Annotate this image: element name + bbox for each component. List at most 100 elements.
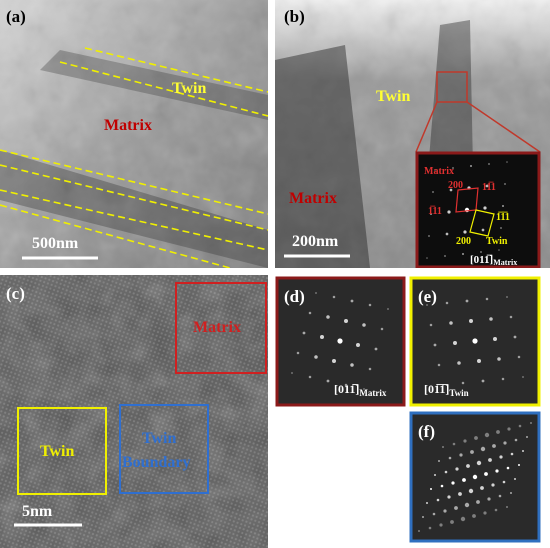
spot xyxy=(462,478,466,482)
spot xyxy=(502,205,504,207)
zone-axis-subscript: Matrix xyxy=(359,388,386,398)
spot xyxy=(308,375,312,379)
spot xyxy=(464,502,470,508)
spot xyxy=(368,367,372,371)
spot xyxy=(315,292,317,294)
spot xyxy=(485,184,489,188)
spot xyxy=(522,376,524,378)
panel-c: (c) Matrix Twin Twin Boundary 5nm xyxy=(0,275,268,548)
spot xyxy=(434,169,436,171)
spot xyxy=(492,444,496,448)
panel-d: (d) [011̅]Matrix xyxy=(275,276,406,407)
spot-index: 200 xyxy=(456,236,471,247)
scale-text: 500nm xyxy=(32,235,79,252)
spot-index: 11̅1 xyxy=(482,182,496,193)
spot xyxy=(326,315,330,319)
spot xyxy=(472,474,478,480)
spot xyxy=(498,494,502,498)
spot xyxy=(443,509,447,513)
boundary-label: Twin xyxy=(142,430,176,447)
fft xyxy=(409,276,541,407)
spot xyxy=(447,210,451,214)
inset xyxy=(415,151,541,268)
spot xyxy=(440,484,444,488)
spot xyxy=(332,359,336,363)
zone-axis-index: [01̅1̅] xyxy=(424,382,449,396)
panel-f: (f) xyxy=(409,411,541,543)
twin-label: Twin xyxy=(172,80,206,97)
spot xyxy=(430,488,432,490)
spot xyxy=(483,206,487,210)
spot xyxy=(496,430,500,434)
spot xyxy=(302,331,306,335)
spot-index: 1̅1̅1 xyxy=(496,212,510,223)
spot xyxy=(356,343,360,347)
spot xyxy=(480,251,482,253)
spot xyxy=(504,183,506,185)
spot xyxy=(422,516,424,518)
spot xyxy=(497,357,501,361)
spot xyxy=(500,227,502,229)
spot xyxy=(455,467,459,471)
band xyxy=(0,150,268,268)
fft-spots xyxy=(291,292,389,390)
spot-index: 200 xyxy=(448,180,463,191)
spot xyxy=(470,165,472,167)
spot xyxy=(494,508,498,512)
spot xyxy=(487,497,491,501)
spot xyxy=(463,230,467,234)
spot xyxy=(506,466,510,470)
panel-label: (f) xyxy=(418,422,435,441)
spot xyxy=(458,492,462,496)
panel-label: (d) xyxy=(284,287,305,306)
spot xyxy=(499,455,503,459)
matrix-label: Matrix xyxy=(289,190,337,207)
spot xyxy=(506,506,508,508)
spot xyxy=(468,488,474,494)
spot xyxy=(488,458,492,462)
spot xyxy=(445,232,449,236)
spot xyxy=(502,480,506,484)
spot xyxy=(480,446,486,452)
spot xyxy=(503,441,507,445)
spot xyxy=(514,438,518,442)
spot xyxy=(517,355,521,359)
texture xyxy=(0,0,268,268)
spot xyxy=(449,321,453,325)
spot xyxy=(444,255,446,257)
matrix-box xyxy=(175,282,267,374)
spot xyxy=(457,361,461,365)
spot xyxy=(436,498,440,502)
spot-index: 1̅11 xyxy=(428,206,442,217)
spot xyxy=(480,486,484,490)
spot xyxy=(432,512,436,516)
spot xyxy=(481,379,485,383)
texture xyxy=(0,275,268,548)
spot xyxy=(518,424,522,428)
scale-text: 200nm xyxy=(292,233,339,250)
panel-a: (a) Twin Matrix 500nm xyxy=(0,0,268,268)
zone-axis-index: [011̅] xyxy=(470,254,493,266)
spot xyxy=(418,530,420,532)
spot xyxy=(472,338,478,344)
spot xyxy=(380,327,384,331)
spot xyxy=(507,427,511,431)
spot xyxy=(513,335,517,339)
spot xyxy=(449,188,453,192)
spot xyxy=(447,495,451,499)
spot xyxy=(438,460,440,462)
scale-text: 5nm xyxy=(22,503,53,520)
spot xyxy=(489,317,493,321)
spot xyxy=(428,235,430,237)
spot xyxy=(363,388,365,390)
spot xyxy=(510,492,512,494)
spot xyxy=(308,311,312,315)
fft-spots xyxy=(418,422,532,532)
spot xyxy=(442,384,444,386)
spot xyxy=(332,295,336,299)
spot xyxy=(483,511,487,515)
spot xyxy=(314,355,318,359)
spot xyxy=(506,161,508,163)
